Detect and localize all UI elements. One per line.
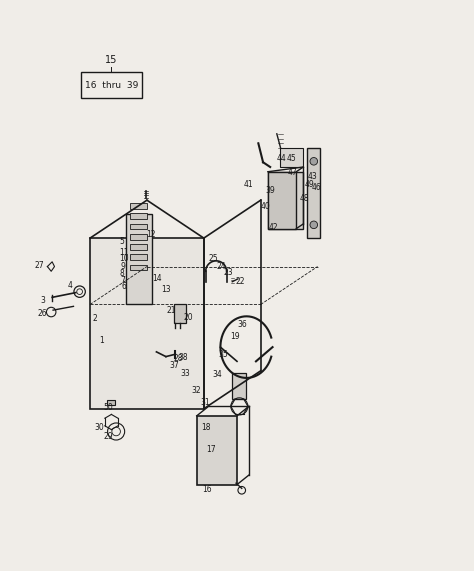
Bar bbox=[130, 214, 147, 219]
Text: 2: 2 bbox=[92, 314, 97, 323]
Text: 30: 30 bbox=[95, 423, 104, 432]
Bar bbox=[130, 264, 147, 270]
Text: 43: 43 bbox=[308, 172, 318, 181]
Circle shape bbox=[310, 158, 318, 165]
Text: 42: 42 bbox=[268, 223, 278, 232]
Text: 33: 33 bbox=[180, 369, 190, 377]
Text: 16: 16 bbox=[202, 485, 211, 494]
Text: 15: 15 bbox=[105, 55, 118, 65]
Bar bbox=[81, 72, 142, 98]
Bar bbox=[174, 304, 186, 323]
Text: 22: 22 bbox=[235, 277, 245, 286]
Text: 50: 50 bbox=[103, 403, 113, 412]
Text: 13: 13 bbox=[161, 285, 171, 294]
Text: 11: 11 bbox=[119, 248, 129, 257]
Bar bbox=[197, 416, 237, 485]
Text: 31: 31 bbox=[200, 398, 210, 407]
Bar bbox=[307, 148, 320, 238]
Text: 27: 27 bbox=[34, 260, 44, 270]
Bar bbox=[130, 224, 147, 229]
Text: 39: 39 bbox=[265, 186, 275, 195]
Text: 49: 49 bbox=[304, 180, 314, 189]
Text: 24: 24 bbox=[216, 262, 226, 271]
Text: 28: 28 bbox=[173, 355, 182, 364]
Bar bbox=[280, 148, 303, 167]
Text: 9: 9 bbox=[121, 262, 126, 271]
Text: 8: 8 bbox=[120, 269, 125, 278]
Text: 46: 46 bbox=[312, 183, 321, 192]
Text: 38: 38 bbox=[178, 353, 188, 362]
Text: 14: 14 bbox=[153, 274, 162, 283]
Text: 25: 25 bbox=[209, 254, 218, 263]
Text: 6: 6 bbox=[122, 283, 127, 291]
Text: 32: 32 bbox=[191, 386, 201, 395]
Bar bbox=[268, 172, 303, 228]
Text: 21: 21 bbox=[167, 306, 176, 315]
Text: 44: 44 bbox=[277, 154, 286, 163]
Text: 20: 20 bbox=[184, 313, 193, 322]
Text: 3: 3 bbox=[40, 296, 45, 305]
Text: 17: 17 bbox=[206, 445, 216, 454]
Text: 1: 1 bbox=[100, 336, 104, 344]
Text: 10: 10 bbox=[119, 255, 129, 263]
Text: 23: 23 bbox=[224, 268, 233, 277]
Bar bbox=[126, 214, 152, 304]
Text: 5: 5 bbox=[120, 238, 125, 247]
Bar bbox=[130, 234, 147, 239]
Text: 4: 4 bbox=[68, 281, 73, 290]
Text: 40: 40 bbox=[261, 202, 270, 211]
Text: 18: 18 bbox=[201, 423, 211, 432]
Text: 35: 35 bbox=[219, 349, 228, 359]
Bar bbox=[130, 203, 147, 209]
Circle shape bbox=[310, 221, 318, 228]
Text: 47: 47 bbox=[288, 168, 298, 177]
Text: 48: 48 bbox=[300, 194, 309, 203]
Text: 26: 26 bbox=[38, 309, 47, 319]
Text: 7: 7 bbox=[121, 276, 126, 286]
Bar bbox=[268, 172, 296, 228]
Text: 12: 12 bbox=[146, 230, 155, 239]
Bar bbox=[130, 254, 147, 260]
Bar bbox=[90, 238, 204, 409]
Text: 34: 34 bbox=[212, 370, 222, 379]
Text: 37: 37 bbox=[170, 361, 179, 369]
Text: 45: 45 bbox=[286, 154, 296, 163]
Bar bbox=[107, 400, 115, 405]
Text: 16  thru  39: 16 thru 39 bbox=[85, 81, 138, 90]
Bar bbox=[130, 244, 147, 250]
Text: 41: 41 bbox=[244, 179, 253, 188]
Text: 36: 36 bbox=[238, 320, 247, 329]
Bar bbox=[232, 373, 246, 399]
Text: 19: 19 bbox=[230, 332, 239, 341]
Text: 29: 29 bbox=[103, 432, 113, 441]
